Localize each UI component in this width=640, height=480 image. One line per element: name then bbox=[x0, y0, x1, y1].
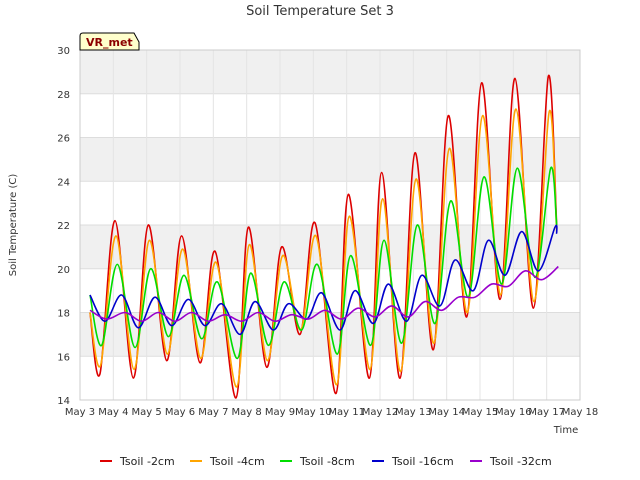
legend-label: Tsoil -4cm bbox=[209, 455, 265, 468]
series-line-tsoil-32cm bbox=[89, 265, 559, 323]
y-axis-title: Soil Temperature (C) bbox=[8, 174, 19, 277]
x-tick-label: May 6 bbox=[165, 407, 195, 418]
y-tick-label: 26 bbox=[57, 134, 70, 145]
x-tick-label: May 3 bbox=[65, 407, 95, 418]
legend-label: Tsoil -2cm bbox=[119, 455, 175, 468]
y-tick-label: 30 bbox=[57, 46, 70, 57]
x-tick-label: May 13 bbox=[395, 407, 432, 418]
y-tick-labels: 14 16 18 20 22 24 26 28 30 bbox=[57, 46, 70, 407]
legend-label: Tsoil -16cm bbox=[391, 455, 454, 468]
background-band bbox=[80, 137, 580, 182]
x-tick-label: May 11 bbox=[328, 407, 365, 418]
y-tick-label: 18 bbox=[57, 309, 70, 320]
x-tick-label: May 14 bbox=[428, 407, 465, 418]
legend-label: Tsoil -8cm bbox=[299, 455, 355, 468]
y-tick-label: 22 bbox=[57, 221, 70, 232]
x-tick-label: May 4 bbox=[98, 407, 128, 418]
y-tick-label: 16 bbox=[57, 352, 70, 363]
background-band bbox=[80, 50, 580, 94]
legend-label: Tsoil -32cm bbox=[489, 455, 552, 468]
background-bands bbox=[80, 50, 580, 357]
plot-frame bbox=[79, 49, 581, 401]
series-lines bbox=[89, 74, 559, 399]
x-tick-label: May 18 bbox=[562, 407, 599, 418]
x-tick-label: May 15 bbox=[462, 407, 499, 418]
x-tick-labels: May 3 May 4 May 5 May 6 May 7 May 8 May 9 May 1… bbox=[65, 407, 598, 418]
x-tick-label: May 9 bbox=[265, 407, 295, 418]
legend: Tsoil -2cm Tsoil -4cm Tsoil -8cm Tsoil -16c… bbox=[100, 455, 552, 468]
station-label: VR_met bbox=[86, 36, 133, 49]
x-axis-title: Time bbox=[553, 425, 578, 436]
x-tick-label: May 7 bbox=[198, 407, 228, 418]
station-label-badge: VR_met bbox=[79, 32, 140, 51]
y-tick-label: 20 bbox=[57, 265, 70, 276]
y-tick-label: 14 bbox=[57, 396, 70, 407]
x-tick-label: May 8 bbox=[232, 407, 262, 418]
series-line-tsoil-8cm bbox=[89, 166, 558, 360]
x-tick-label: May 16 bbox=[495, 407, 532, 418]
y-tick-label: 24 bbox=[57, 177, 70, 188]
x-tick-label: May 17 bbox=[528, 407, 565, 418]
x-tick-label: May 12 bbox=[362, 407, 399, 418]
x-tick-label: May 5 bbox=[132, 407, 162, 418]
station-label-box bbox=[79, 32, 140, 51]
x-tick-label: May 10 bbox=[295, 407, 332, 418]
y-tick-label: 28 bbox=[57, 90, 70, 101]
chart-title: Soil Temperature Set 3 bbox=[246, 4, 394, 19]
